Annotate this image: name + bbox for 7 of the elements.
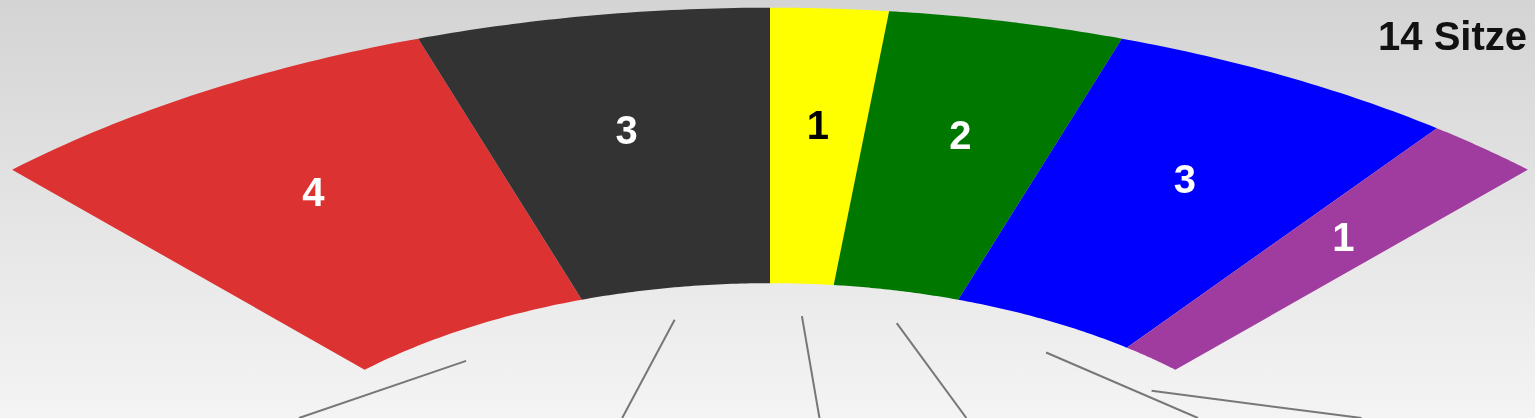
data-label: 2 [949, 113, 972, 158]
data-label: 3 [1173, 157, 1196, 202]
chart-title: 14 Sitze [1378, 14, 1527, 58]
data-label: 4 [302, 169, 326, 214]
data-label: 1 [1332, 214, 1355, 259]
data-label: 1 [806, 102, 830, 147]
data-label: 3 [615, 108, 638, 153]
